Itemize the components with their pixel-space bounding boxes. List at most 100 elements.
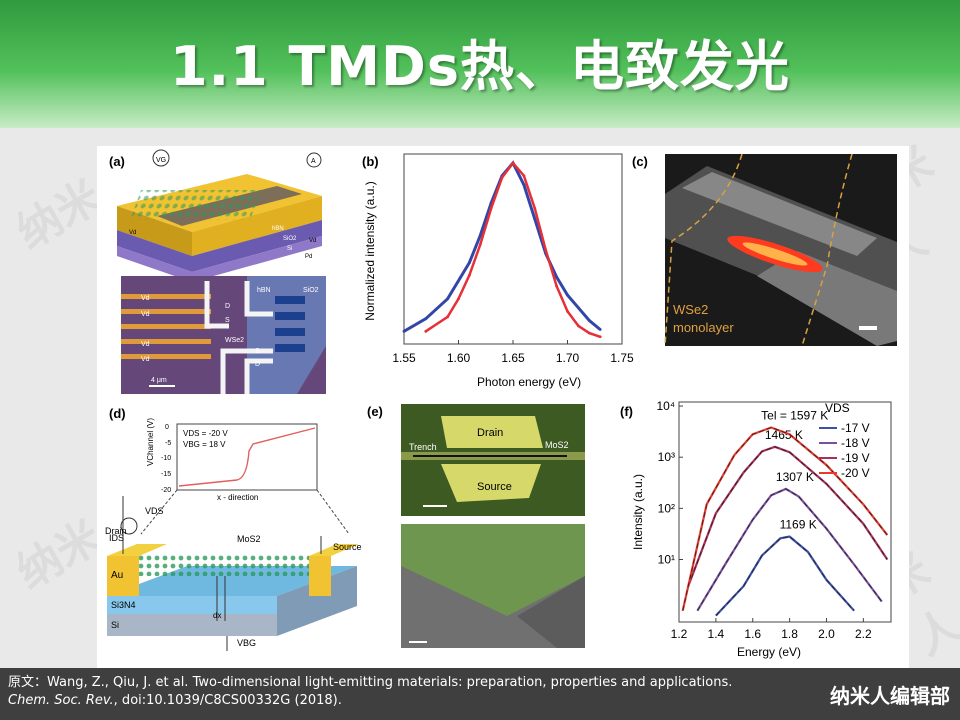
chart-b-point — [424, 317, 428, 321]
device-label: Source — [333, 542, 362, 552]
chart-b-point — [587, 319, 591, 322]
inset-label: VBG = 18 V — [183, 440, 226, 449]
device-label: Pd — [305, 254, 312, 260]
inset-xlabel: x - direction — [217, 493, 258, 502]
citation-prefix: 原文：Wang, Z., Qiu, J. et al. Two-dimensio… — [8, 675, 733, 690]
inset-label: VDS = -20 V — [183, 429, 228, 438]
device-label: hBN — [272, 226, 284, 232]
chart-f-ytick: 10² — [658, 501, 675, 515]
chart-f-xtick: 2.2 — [855, 627, 872, 641]
chart-b-point — [500, 176, 504, 179]
panel-label: (b) — [362, 154, 379, 169]
material-label: monolayer — [673, 320, 734, 335]
micrograph-label: S — [255, 348, 260, 355]
chart-f-legend-entry: -19 V — [841, 451, 870, 465]
slide-title: 1.1 TMDs热、电致发光 — [170, 35, 790, 98]
micrograph-label: WSe2 — [225, 337, 244, 344]
chart-b-series-line — [425, 161, 601, 338]
chart-b-point — [533, 217, 537, 221]
chart-b-xtick: 1.70 — [556, 351, 580, 365]
inset-ylabel: VChannel (V) — [146, 418, 155, 466]
citation-suffix: , doi:10.1039/C8CS00332G (2018). — [113, 693, 342, 708]
device-label: Au — [111, 570, 123, 581]
chart-f-temperature-label: Tel = 1597 K — [761, 409, 828, 423]
chart-b-point — [478, 243, 482, 246]
micrograph-label: Vd — [141, 295, 150, 302]
device-label: IDS — [109, 533, 124, 543]
chart-b-point — [446, 315, 449, 319]
chart-b-point — [577, 324, 580, 328]
panel-c: (c) WSe2 monolayer — [632, 153, 897, 347]
chart-b-point — [402, 329, 406, 333]
chart-b-point — [555, 284, 558, 288]
panel-f: (f) 1.2 1.4 1.6 1.8 2.0 2.2 10¹ 10² 10³ 10⁴ 1169 … — [620, 399, 892, 659]
sem-label: MoS2 — [545, 440, 569, 450]
substrate-layer — [117, 220, 322, 272]
sem-label: Drain — [477, 427, 503, 439]
chart-b-xtick: 1.75 — [610, 351, 634, 365]
chart-b-point — [587, 331, 591, 335]
chart-b-point — [489, 206, 493, 210]
chart-f-frame — [678, 401, 892, 623]
device-label: Drain — [105, 526, 127, 536]
sem-label: Trench — [409, 442, 437, 452]
figure-panel: (a) VG A Vd Vd hBN SiO2 Pd Si — [97, 146, 909, 668]
chart-b-point — [566, 310, 569, 313]
device-label: Si3N4 — [111, 600, 136, 610]
chart-b-point — [533, 206, 537, 210]
chart-f-xtick: 1.8 — [781, 627, 798, 641]
panel-label: (f) — [620, 404, 633, 419]
chart-b-point — [446, 297, 449, 301]
mos2-flake — [139, 554, 309, 576]
chart-f-legend-title: VDS — [825, 401, 850, 415]
chart-f-legend-entry: -18 V — [841, 436, 870, 450]
citation: 原文：Wang, Z., Qiu, J. et al. Two-dimensio… — [8, 674, 778, 710]
chart-b-xlabel: Photon energy (eV) — [477, 375, 581, 389]
potential-curve — [178, 427, 316, 487]
micrograph-label: D — [255, 361, 260, 368]
chart-b-point — [478, 234, 482, 237]
chart-b-point — [598, 328, 602, 331]
inset-chart-frame — [176, 423, 318, 491]
scale-bar — [859, 326, 877, 330]
chart-b-point — [468, 273, 471, 277]
micrograph-label: D — [225, 303, 230, 310]
panel-label: (c) — [632, 154, 648, 169]
micrograph-label: SiO2 — [303, 287, 319, 294]
micrograph-label: hBN — [257, 287, 271, 294]
chart-b-point — [468, 261, 471, 264]
chart-b-point — [577, 306, 580, 310]
si-layer — [107, 614, 277, 636]
device-label: Vd — [129, 230, 136, 236]
chart-f-ytick: 10³ — [658, 450, 675, 464]
device-label: VBG — [237, 638, 256, 648]
inset-ytick: 0 — [165, 424, 169, 431]
device-label: A — [311, 158, 316, 165]
micrograph-label: Vd — [141, 311, 150, 318]
brand-logo-text: 纳米人编辑部 — [830, 684, 950, 708]
drain-electrode — [107, 556, 139, 596]
panel-d: (d) VDS = -20 V VBG = 18 V VChannel (V) … — [105, 406, 362, 651]
panel-label: (e) — [367, 404, 383, 419]
chart-f-xtick: 1.2 — [671, 627, 688, 641]
chart-b-xtick: 1.60 — [447, 351, 471, 365]
chart-f-fit-line — [715, 536, 855, 616]
inset-ytick: -20 — [161, 487, 171, 494]
citation-journal: Chem. Soc. Rev. — [8, 693, 114, 708]
chart-f-fit-line — [697, 488, 883, 611]
chart-b-point — [522, 174, 526, 178]
chart-b-point — [555, 275, 558, 279]
inset-ytick: -15 — [161, 471, 171, 478]
chart-f-ylabel: Intensity (a.u.) — [631, 474, 645, 550]
source-electrode — [309, 556, 331, 596]
chart-b-ylabel: Normalized intensity (a.u.) — [363, 181, 377, 320]
inset-ytick: -5 — [165, 440, 171, 447]
title-banner: 1.1 TMDs热、电致发光 — [0, 0, 960, 128]
device-label: dx — [213, 611, 221, 620]
micrograph-label: Vd — [141, 341, 150, 348]
chart-f-series-line — [696, 487, 883, 612]
chart-f-temperature-label: 1307 K — [776, 470, 814, 484]
chart-b-point — [424, 329, 428, 333]
chart-f-xtick: 2.0 — [818, 627, 835, 641]
device-label: Si — [111, 620, 119, 630]
